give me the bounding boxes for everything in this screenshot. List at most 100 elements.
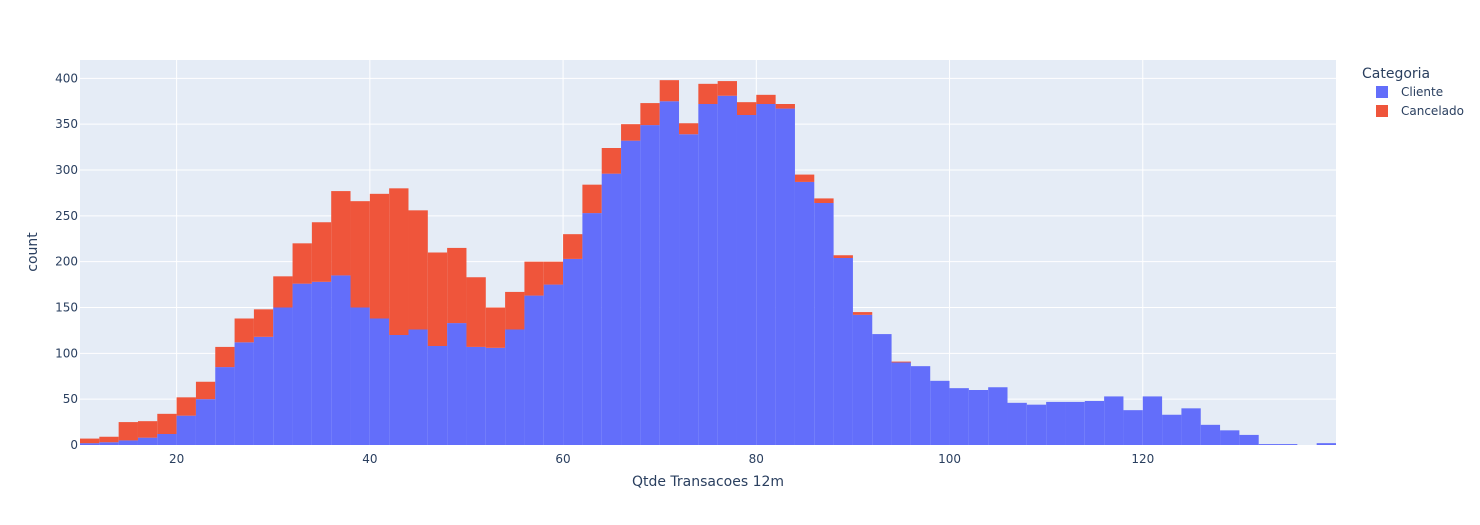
bar-cancelado [640,103,660,126]
x-axis-title: Qtde Transacoes 12m [632,474,784,490]
bar-cliente [292,283,312,445]
bar-cancelado [505,291,525,330]
bar-cliente [427,346,448,445]
bar-cliente [1181,408,1201,445]
bar-cliente [1065,401,1085,445]
bar-cancelado [775,104,795,109]
bar-cliente [80,443,100,445]
bar-cancelado [852,312,873,315]
bar-cancelado [543,261,564,285]
bar-cancelado [118,422,138,441]
bar-cliente [736,115,757,445]
bar-cliente [1200,424,1221,445]
bar-cliente [1220,430,1240,445]
bar-cliente [466,346,486,445]
bar-cliente [621,140,641,445]
bar-cancelado [234,318,254,343]
bar-cliente [1278,444,1298,445]
bar-cancelado [717,81,737,96]
bar-cliente [543,284,564,445]
x-tick-label: 80 [749,452,764,466]
bar-cliente [505,329,525,445]
legend: Categoria Cliente Cancelado [1362,66,1464,118]
bar-cliente [717,95,737,445]
bar-cliente [1142,396,1163,445]
y-tick-label: 50 [63,392,78,406]
bar-cancelado [485,307,506,348]
bar-cancelado [794,174,815,182]
bar-cliente [1046,401,1066,445]
bar-cliente [1026,404,1047,445]
bar-cancelado [137,421,158,438]
bar-cliente [389,335,409,445]
bar-cliente [1123,410,1143,445]
bar-cancelado [659,80,680,102]
bar-cliente [775,108,795,445]
bar-cliente [331,275,351,445]
y-tick-label: 200 [55,255,78,269]
bar-cancelado [176,397,196,416]
bar-cancelado [427,252,448,346]
legend-swatch-cancelado [1376,105,1388,117]
bar-cliente [447,323,467,445]
bar-cancelado [679,123,699,135]
legend-title: Categoria [1362,66,1430,82]
y-tick-label: 350 [55,117,78,131]
bar-cliente [910,366,931,445]
bar-cliente [524,295,544,445]
legend-item-cliente[interactable]: Cliente [1376,85,1443,99]
bar-cliente [891,362,911,445]
bar-cancelado [273,276,293,308]
bar-cliente [582,213,602,445]
bar-cliente [137,437,158,445]
x-tick-label: 100 [938,452,961,466]
bar-cliente [698,104,718,445]
bar-cliente [350,307,370,445]
legend-item-cancelado[interactable]: Cancelado [1376,104,1464,118]
bar-cliente [872,334,892,445]
x-tick-label: 20 [169,452,184,466]
bar-cliente [99,442,119,445]
bar-cliente [930,380,950,445]
bar-cancelado [524,261,544,296]
bar-cancelado [582,184,602,214]
y-tick-labels: 0 50 100 150 200 250 300 350 400 [55,71,78,452]
bar-cancelado [331,191,351,276]
bar-cliente [659,101,680,445]
bar-cliente [949,388,969,445]
legend-swatch-cliente [1376,86,1388,98]
bar-cancelado [80,438,100,444]
legend-label-cancelado: Cancelado [1401,104,1464,118]
bar-cancelado [736,102,757,115]
y-tick-label: 150 [55,301,78,315]
bar-cliente [852,314,873,445]
bar-cliente [1258,444,1279,445]
bar-cancelado [350,201,370,308]
bar-cliente [408,329,428,445]
bar-cancelado [466,277,486,347]
bar-cliente [485,347,506,445]
bar-cliente [1316,443,1336,445]
bar-cancelado [195,381,216,400]
bar-cancelado [563,234,583,259]
bar-cliente [195,399,216,445]
y-tick-label: 400 [55,71,78,85]
bar-cancelado [311,222,332,282]
bar-cancelado [215,346,235,368]
bar-cliente [118,440,138,445]
bar-cliente [215,367,235,445]
bar-cliente [833,258,853,445]
x-tick-label: 60 [555,452,570,466]
bar-cliente [1162,414,1182,445]
bar-cancelado [756,94,776,104]
bar-cancelado [292,243,312,284]
bar-cliente [1007,402,1027,445]
bar-cancelado [698,83,718,104]
x-tick-label: 120 [1131,452,1154,466]
bar-cancelado [389,188,409,335]
bar-cliente [988,387,1008,445]
bar-cliente [968,390,989,445]
bar-cliente [176,415,196,445]
bars [80,80,1336,445]
bar-cliente [756,104,776,445]
